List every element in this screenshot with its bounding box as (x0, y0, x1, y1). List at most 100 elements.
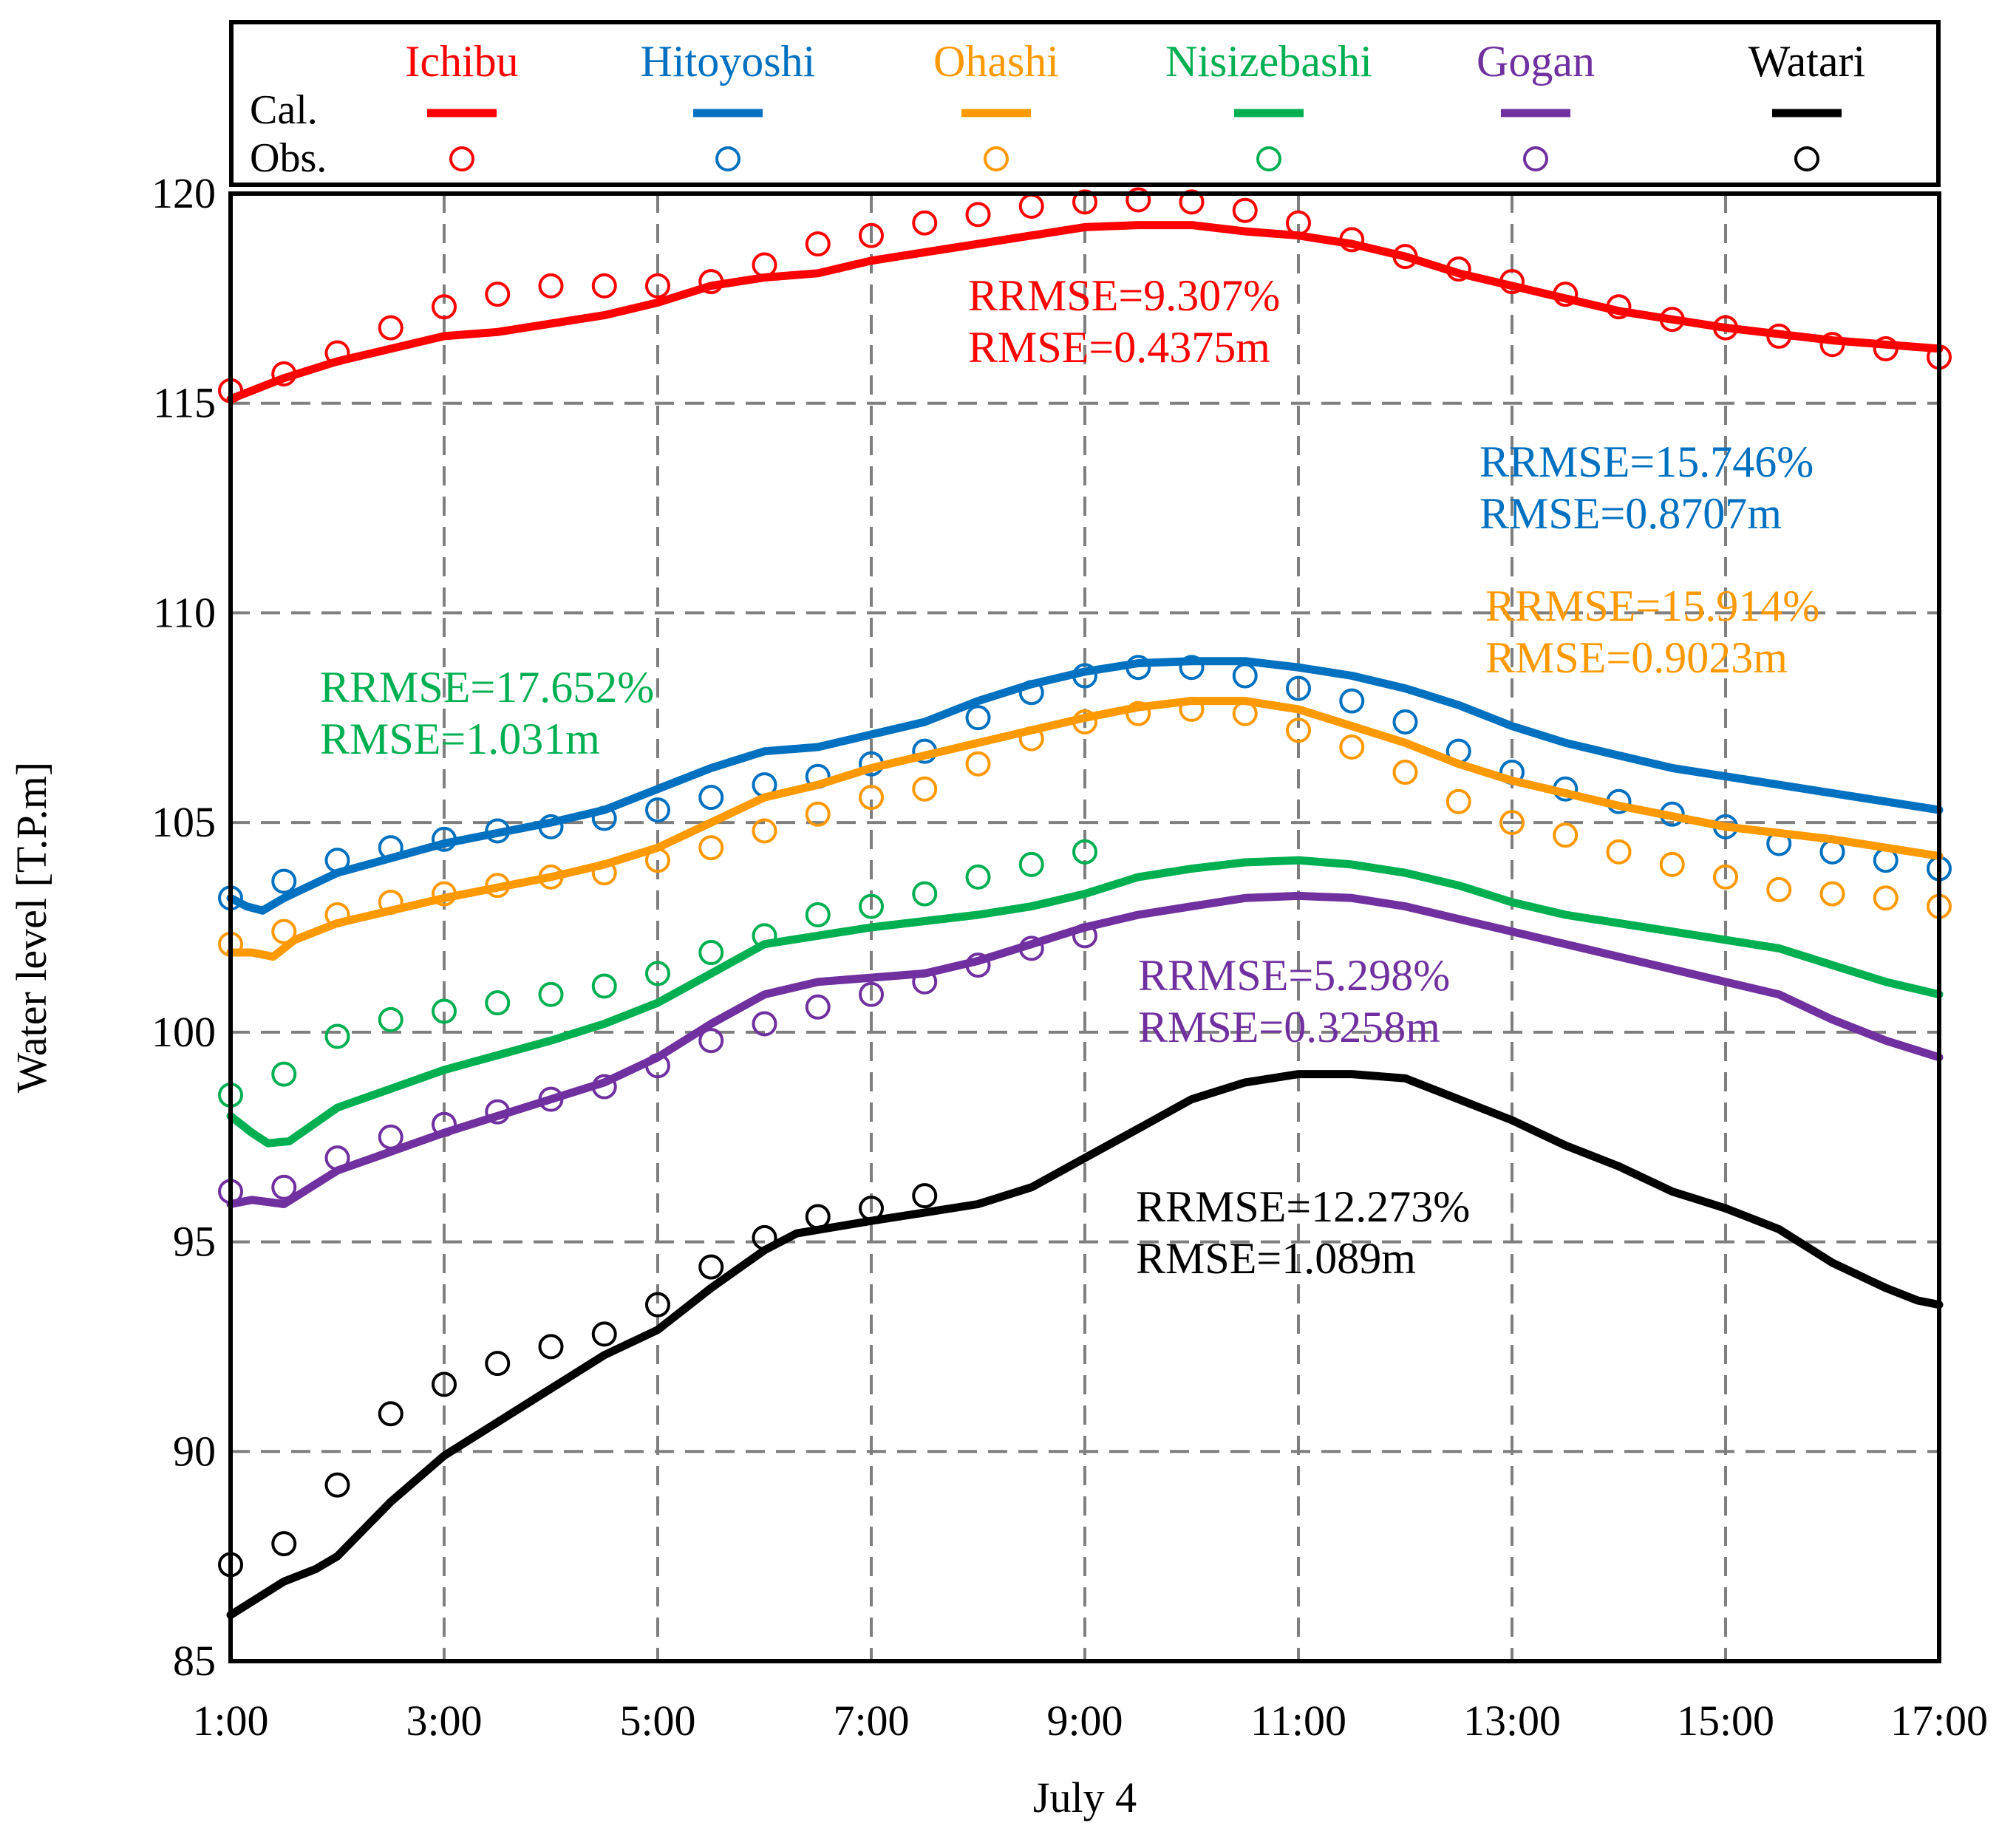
hitoyoshi-observed-point (1392, 709, 1418, 735)
y-tick-label: 115 (153, 379, 216, 427)
ichibu-observed-point (1072, 189, 1097, 215)
series-ohashi (218, 696, 1952, 961)
legend-label-cal: Cal. (250, 87, 318, 133)
gogan-rrmse-label: RRMSE=5.298% (1138, 951, 1450, 1000)
legend-swatch-circle-ohashi (984, 146, 1009, 171)
nisizebashi-observed-point (1072, 839, 1097, 865)
series-nisizebashi (218, 839, 1944, 1148)
ohashi-observed-point (1553, 822, 1579, 848)
ichibu-observed-point (805, 231, 831, 257)
legend-name-ohashi: Ohashi (933, 37, 1059, 86)
ohashi-observed-point (1339, 735, 1365, 760)
legend-swatch-circle-nisizebashi (1256, 146, 1281, 171)
legend-label-obs: Obs. (250, 135, 327, 181)
y-tick-label: 85 (173, 1637, 216, 1685)
nisizebashi-observed-point (378, 1006, 403, 1032)
ichibu-observed-point (1232, 197, 1258, 223)
legend-item-nisizebashi: Nisizebashi (1165, 37, 1372, 171)
ohashi-observed-point (912, 776, 938, 802)
x-tick-label: 17:00 (1890, 1697, 1988, 1745)
y-axis-title: Water level [T.P.m] (7, 762, 55, 1093)
hitoyoshi-observed-point (271, 868, 297, 894)
hitoyoshi-rmse-label: RMSE=0.8707m (1479, 489, 1782, 538)
watari-observed-points (218, 1183, 938, 1578)
ichibu-observed-point (485, 282, 511, 307)
nisizebashi-observed-point (912, 881, 938, 907)
ohashi-observed-point (1606, 839, 1632, 865)
watari-observed-point (645, 1292, 670, 1318)
legend-name-watari: Watari (1748, 37, 1865, 86)
ohashi-observed-point (1445, 788, 1471, 814)
gogan-observed-point (698, 1028, 724, 1054)
nisizebashi-observed-point (271, 1061, 297, 1087)
legend-items: Ichibu Hitoyoshi Ohashi Nisizebashi Gogan Wat… (405, 37, 1865, 171)
nisizebashi-observed-point (698, 940, 724, 966)
ohashi-observed-point (1713, 864, 1738, 890)
ohashi-observed-point (965, 751, 991, 777)
gogan-observed-point (271, 1174, 297, 1200)
nisizebashi-observed-point (859, 893, 884, 919)
gogan-calculated-line (226, 891, 1944, 1208)
legend-frame (229, 20, 1941, 187)
legend-swatch-circle-watari (1794, 146, 1819, 171)
hitoyoshi-rrmse-label: RRMSE=15.746% (1479, 437, 1814, 486)
ichibu-observed-point (752, 252, 777, 278)
legend-swatch-circle-gogan (1523, 146, 1548, 171)
gogan-observed-point (805, 994, 831, 1020)
ichibu-observed-point (1179, 189, 1205, 215)
ohashi-observed-point (271, 918, 297, 944)
nisizebashi-calculated-line (226, 856, 1944, 1148)
legend-item-hitoyoshi: Hitoyoshi (641, 37, 816, 171)
legend-item-ichibu: Ichibu (405, 37, 519, 171)
series-ichibu (218, 187, 1952, 403)
ohashi-rrmse-label: RRMSE=15.914% (1485, 582, 1819, 630)
hitoyoshi-observed-point (1286, 675, 1311, 701)
nisizebashi-rmse-label: RMSE=1.031m (320, 715, 600, 763)
series-hitoyoshi (218, 655, 1952, 915)
axis-ticks: 85 90 95 100 105 110 115 120 1:00 3:00 5:00 7:00 9:0… (151, 169, 1988, 1745)
ohashi-observed-point (698, 835, 724, 861)
ohashi-observed-point (805, 801, 831, 827)
ohashi-observed-point (1819, 881, 1845, 907)
y-tick-label: 95 (173, 1218, 216, 1266)
ohashi-calculated-line (226, 697, 1944, 961)
watari-observed-point (378, 1401, 403, 1427)
hitoyoshi-calculated-line (226, 657, 1944, 915)
hitoyoshi-observed-point (645, 797, 670, 823)
ohashi-observed-point (1392, 760, 1418, 785)
x-tick-label: 15:00 (1677, 1697, 1774, 1745)
ohashi-observed-point (1766, 876, 1792, 902)
ohashi-observed-point (752, 818, 777, 844)
x-tick-label: 11:00 (1250, 1697, 1346, 1745)
legend-item-ohashi: Ohashi (933, 37, 1059, 171)
nisizebashi-observed-point (965, 864, 991, 890)
legend-name-nisizebashi: Nisizebashi (1165, 37, 1372, 86)
nisizebashi-observed-point (805, 902, 831, 927)
nisizebashi-observed-point (591, 973, 617, 999)
watari-observed-point (432, 1371, 457, 1397)
legend-name-hitoyoshi: Hitoyoshi (641, 37, 816, 86)
legend-name-ichibu: Ichibu (405, 37, 518, 86)
gogan-observed-point (859, 981, 884, 1007)
watari-rmse-label: RMSE=1.089m (1136, 1234, 1416, 1283)
ohashi-observed-point (859, 785, 884, 811)
y-tick-label: 110 (153, 588, 216, 636)
ohashi-observed-points (218, 696, 1952, 957)
gogan-rmse-label: RMSE=0.3258m (1138, 1003, 1440, 1052)
watari-observed-point (485, 1351, 511, 1377)
watari-observed-point (538, 1334, 564, 1360)
x-tick-label: 3:00 (406, 1697, 482, 1745)
hitoyoshi-observed-point (1232, 663, 1258, 689)
ichibu-observed-point (591, 273, 617, 299)
ichibu-observed-point (432, 294, 457, 320)
hitoyoshi-observed-point (698, 785, 724, 811)
watari-observed-point (698, 1254, 724, 1280)
x-axis-title: July 4 (1033, 1773, 1137, 1821)
plot-frame (228, 191, 1941, 1663)
ohashi-observed-point (1286, 718, 1311, 743)
nisizebashi-observed-point (432, 998, 457, 1024)
ichibu-observed-point (645, 273, 670, 299)
nisizebashi-rrmse-label: RRMSE=17.652% (320, 663, 654, 712)
nisizebashi-observed-points (218, 839, 1097, 1108)
